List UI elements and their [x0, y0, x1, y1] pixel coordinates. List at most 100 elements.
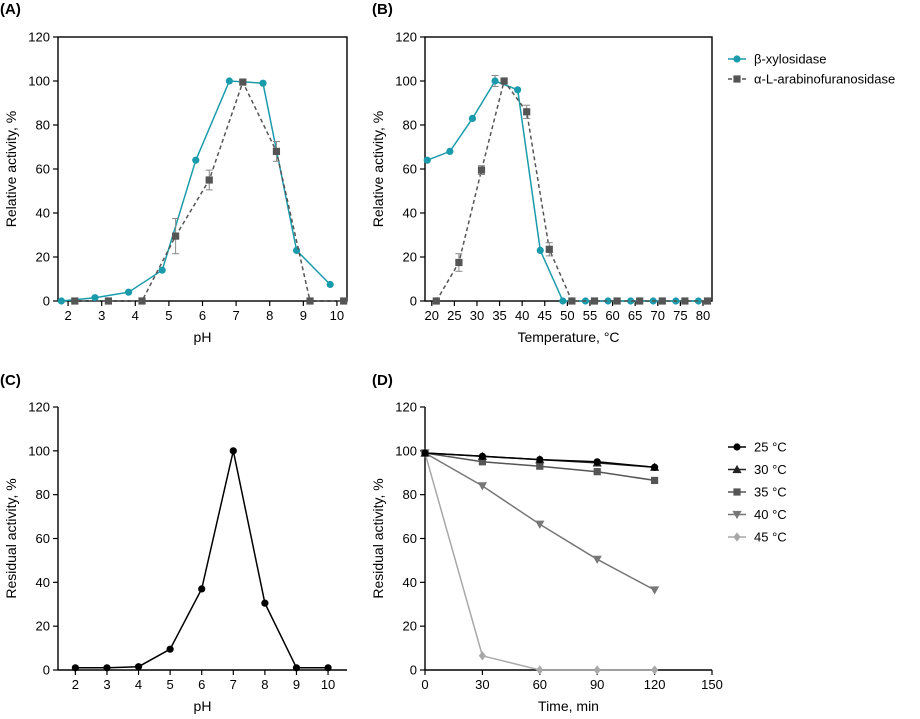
panel-d-series-1-point [477, 482, 487, 491]
panel-b-series-1-point [590, 297, 599, 305]
panel-c-x-tick-label: 10 [321, 677, 335, 692]
panel-d-chart: (D) 0 20 40 60 80 100 120 0 30 60 90 120 150 Time, m… [370, 372, 787, 714]
panel-c-x-tick-label: 6 [198, 677, 205, 692]
panel-b-legend-marker [733, 75, 741, 83]
panel-a-series-0-point [326, 280, 334, 289]
panel-d-y-tick-label: 40 [403, 575, 417, 590]
panel-d-x-axis-title: Time, min [538, 698, 599, 714]
panel-a-series-1-point [205, 176, 213, 184]
panel-d-series-4-point [421, 449, 429, 457]
panel-d-legend-item: 40 °C [728, 507, 787, 522]
panel-d-series-2-point [536, 462, 544, 470]
panel-a-x-axis-title: pH [194, 329, 212, 345]
panel-d-axes: 0 20 40 60 80 100 120 0 30 60 90 120 150 [395, 400, 723, 693]
panel-c-y-tick-label: 100 [28, 443, 50, 458]
panel-a-x-tick-label: 8 [266, 308, 273, 323]
panel-d-legend-label: 25 °C [754, 440, 787, 455]
panel-c-series-0-point [324, 664, 332, 672]
panel-a-x-tick-label: 6 [199, 308, 206, 323]
panel-d-y-tick-label: 20 [403, 619, 417, 634]
panel-d-series-2-point [651, 476, 659, 485]
panel-a-series-1-point [306, 297, 314, 305]
panel-d-legend-marker [733, 443, 741, 451]
panel-d-y-tick-label: 120 [395, 400, 417, 415]
panel-b-x-tick-label: 80 [696, 308, 710, 323]
panel-a-x-tick-label: 9 [300, 308, 307, 323]
panel-d-y-tick-label: 100 [395, 443, 417, 458]
panel-a-series-0-point [192, 156, 200, 164]
panel-b-chart: (B) 0 20 40 60 80 100 120 20 25 30 35 40 45 50 55 60 65 7… [370, 1, 895, 345]
panel-a-label: (A) [0, 1, 21, 18]
panel-b-y-tick-label: 100 [395, 74, 417, 89]
panel-c-x-tick-label: 5 [167, 677, 174, 692]
panel-d-x-tick-label: 30 [475, 677, 489, 692]
panel-b-series-1-point [432, 297, 440, 305]
panel-c-series-0-point [134, 663, 143, 671]
panel-d-legend-item: 45 °C [728, 530, 787, 545]
panel-c-chart: (C) 0 20 40 60 80 100 120 2 3 4 5 6 7 8 9 10 pH Residua… [0, 372, 347, 714]
panel-b-series-1-point [477, 166, 486, 174]
panel-d-series-1-point [650, 586, 660, 595]
panel-c-x-tick-label: 3 [103, 677, 110, 692]
panel-d-series-1-point [535, 520, 545, 529]
panel-a-y-axis-title: Relative activity, % [3, 111, 19, 227]
panel-a-series-0-line [61, 80, 331, 302]
panel-b-legend-item: β-xylosidase [728, 52, 827, 67]
panel-b-series-0-point [446, 147, 454, 155]
panel-b-series-0-point [627, 297, 635, 305]
panel-d-series-4-point [593, 458, 601, 466]
panel-b-series-1-point [681, 297, 689, 305]
panel-b-series-1-point [500, 77, 508, 85]
panel-a-x-tick-label: 4 [132, 308, 139, 323]
panel-b-y-tick-label: 120 [395, 30, 417, 45]
panel-a-series-0-point [57, 297, 65, 305]
panel-b-series-1-point [568, 297, 576, 305]
panel-b-x-tick-label: 20 [425, 308, 439, 323]
panel-b-series-1-point [658, 297, 666, 305]
panel-d-legend-label: 35 °C [754, 485, 787, 500]
panel-b-x-tick-label: 30 [470, 308, 484, 323]
panel-d-legend-marker [733, 532, 741, 542]
panel-b-series-0-point [604, 297, 612, 305]
panel-c-series-0-point [229, 447, 237, 455]
panel-a-series-1-point [104, 297, 113, 305]
panel-b-y-tick-label: 20 [403, 250, 417, 265]
panel-d-series-4-point [536, 456, 544, 464]
panel-c-series-0-point [198, 585, 206, 593]
panel-d-series-2-point [593, 468, 601, 476]
panel-b-x-tick-label: 70 [651, 308, 665, 323]
panel-a-series-0-point [124, 288, 133, 296]
panel-b-series-1-line [435, 79, 708, 302]
panel-d-series-4-point [478, 452, 486, 460]
panel-d-series-0-point [478, 651, 486, 661]
panel-b-y-tick-label: 60 [403, 162, 417, 177]
panel-b-x-axis-title: Temperature, °C [517, 329, 619, 345]
panel-b-y-axis-title: Relative activity, % [370, 111, 386, 227]
panel-b-axes-frame [424, 36, 713, 302]
panel-c-y-tick-label: 80 [36, 487, 50, 502]
panel-c-x-tick-label: 7 [230, 677, 237, 692]
panel-b-marks [423, 75, 712, 305]
panel-d-y-tick-label: 80 [403, 487, 417, 502]
panel-b-x-tick-label: 35 [492, 308, 506, 323]
panel-a-series-1-line [74, 80, 344, 302]
panel-a-series-1-point [172, 232, 180, 240]
panel-a-series-1-point [272, 147, 281, 155]
panel-d-legend-marker [733, 488, 741, 496]
panel-a-x-tick-label: 10 [330, 308, 344, 323]
panel-b-x-tick-label: 25 [447, 308, 461, 323]
panel-d-x-tick-label: 0 [421, 677, 428, 692]
panel-a-series-1-point [138, 297, 146, 305]
panel-c-x-tick-label: 8 [261, 677, 268, 692]
panel-d-legend-marker [732, 464, 742, 474]
panel-c-series-0-line [75, 450, 328, 669]
panel-b-series-0-point [694, 297, 703, 305]
panel-b-series-1-point [613, 297, 621, 305]
panel-a-y-tick-label: 40 [36, 206, 50, 221]
panel-c-series-0-point [71, 664, 79, 672]
panel-c-x-axis-title: pH [194, 698, 212, 714]
panel-b-y-tick-label: 0 [410, 294, 417, 309]
panel-a-x-tick-label: 5 [165, 308, 172, 323]
panel-d-legend-marker [732, 510, 742, 520]
